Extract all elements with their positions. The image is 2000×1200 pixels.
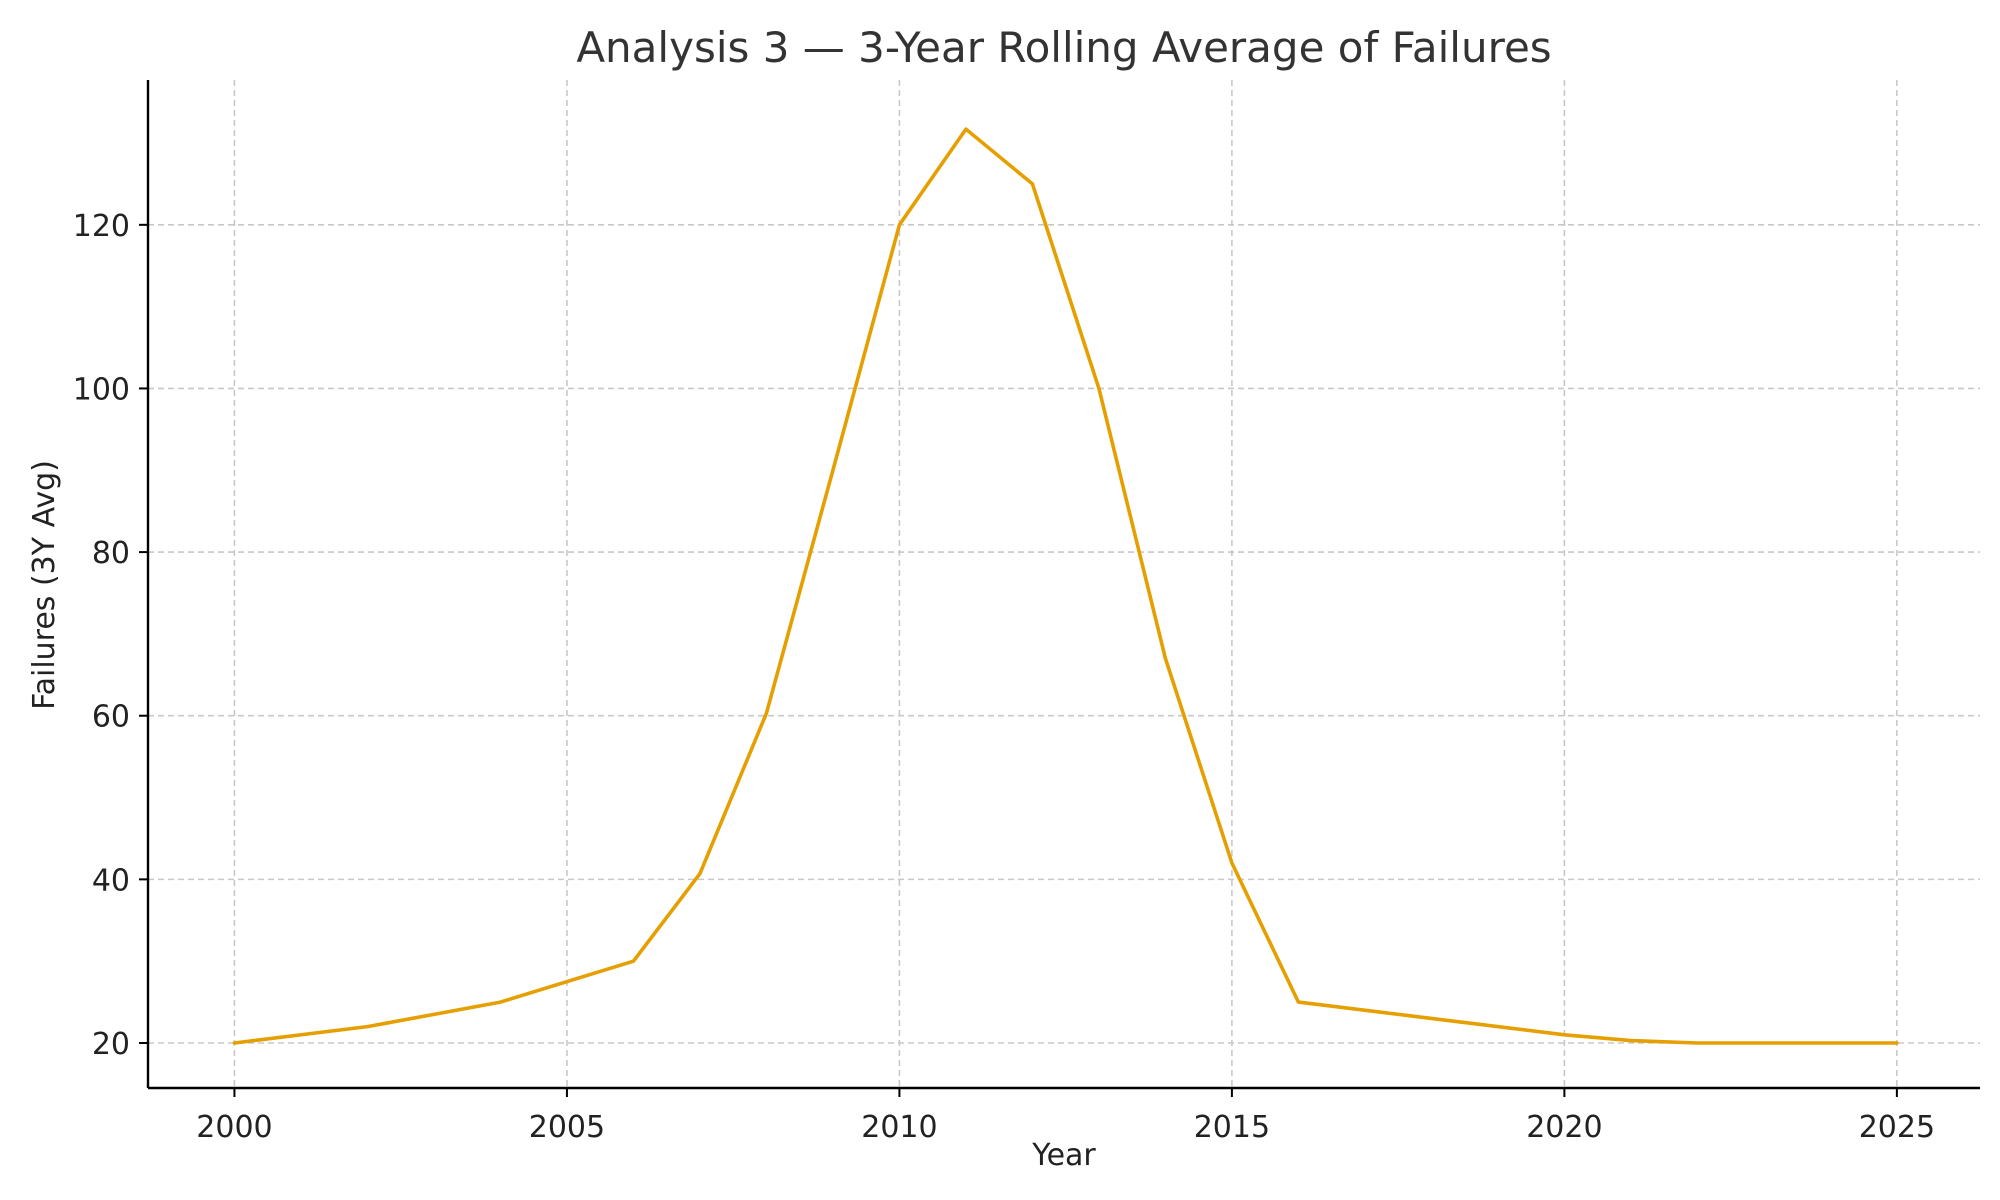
x-ticks: 2000 2005 2010 2015 2020 2025 [196, 1088, 1935, 1145]
y-tick-label: 60 [92, 700, 130, 735]
series-line [232, 127, 1899, 1045]
grid [148, 80, 1980, 1088]
plot-area [232, 127, 1899, 1045]
y-axis-label: Failures (3Y Avg) [27, 460, 62, 710]
y-tick-label: 100 [73, 372, 130, 407]
x-tick-label: 2015 [1194, 1110, 1270, 1145]
y-tick-label: 80 [92, 536, 130, 571]
x-axis-label: Year [1031, 1138, 1096, 1173]
x-tick-label: 2000 [196, 1110, 272, 1145]
y-ticks: 20 40 60 80 100 120 [73, 209, 148, 1062]
x-tick-label: 2010 [861, 1110, 937, 1145]
chart-title: Analysis 3 — 3-Year Rolling Average of F… [576, 23, 1551, 72]
y-tick-label: 40 [92, 863, 130, 898]
x-tick-label: 2005 [529, 1110, 605, 1145]
y-tick-label: 20 [92, 1027, 130, 1062]
x-tick-label: 2020 [1526, 1110, 1602, 1145]
x-tick-label: 2025 [1859, 1110, 1935, 1145]
y-tick-label: 120 [73, 209, 130, 244]
